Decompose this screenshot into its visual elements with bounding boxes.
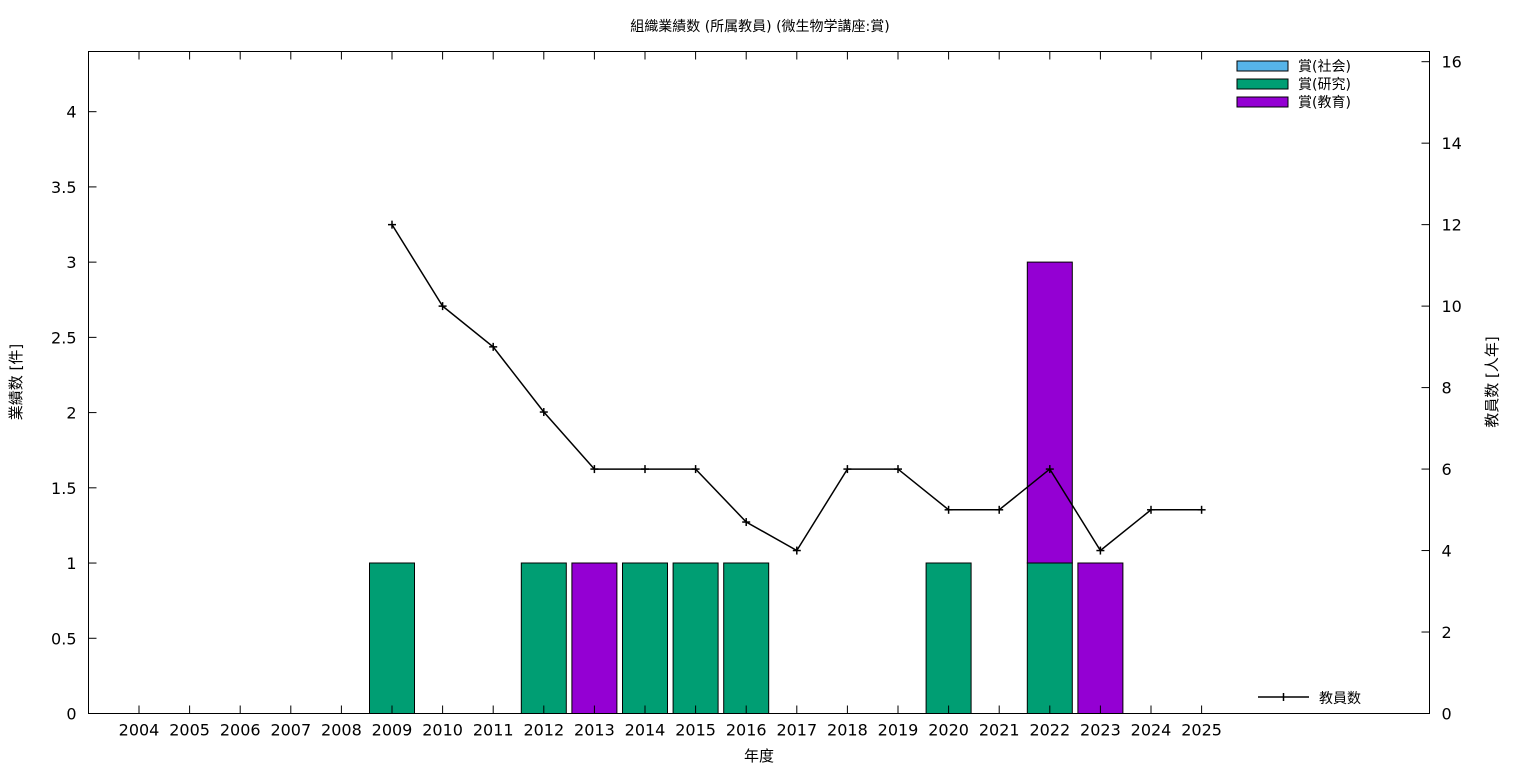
- x-tick-label-2009: 2009: [372, 721, 413, 740]
- y-tick-label-2: 2: [66, 404, 76, 423]
- x-tick-label-2013: 2013: [574, 721, 615, 740]
- line-point-2012: [539, 408, 548, 417]
- y2-tick-label-16: 16: [1442, 53, 1462, 72]
- line-point-2015: [691, 465, 700, 474]
- x-tick-label-2023: 2023: [1080, 721, 1121, 740]
- y-tick-label-2.5: 2.5: [51, 328, 76, 347]
- legend-label-1: 賞(研究): [1298, 77, 1351, 93]
- legend-swatch-2: [1236, 96, 1289, 108]
- bar-2016-series-1: [723, 562, 770, 714]
- x-tick-label-2017: 2017: [776, 721, 817, 740]
- line-point-2024: [1147, 505, 1155, 514]
- y-tick-label-0.5: 0.5: [51, 629, 76, 648]
- line-point-2013: [590, 465, 599, 474]
- y2-tick-label-8: 8: [1442, 379, 1452, 398]
- legend-label-0: 賞(社会): [1298, 59, 1351, 75]
- y-tick-label-4: 4: [66, 103, 76, 122]
- x-tick-label-2019: 2019: [878, 721, 919, 740]
- y-tick-label-1.5: 1.5: [51, 479, 76, 498]
- line-point-2018: [843, 465, 852, 474]
- line-point-2020: [944, 505, 953, 514]
- y2-tick-label-0: 0: [1442, 705, 1452, 724]
- x-tick-label-2012: 2012: [523, 721, 564, 740]
- line-point-2022: [1045, 465, 1054, 474]
- y-axis-title: 業績数 [件]: [7, 344, 25, 420]
- x-tick-label-2014: 2014: [625, 721, 666, 740]
- y2-tick-label-10: 10: [1442, 297, 1462, 316]
- line-point-2021: [995, 505, 1004, 514]
- y2-tick-label-4: 4: [1442, 542, 1452, 561]
- y2-tick-label-12: 12: [1442, 216, 1462, 235]
- line-point-2023: [1096, 546, 1105, 555]
- plot-frame: [88, 51, 1430, 714]
- x-tick-label-2011: 2011: [473, 721, 514, 740]
- line-point-2017: [792, 546, 801, 555]
- line-point-2011: [489, 342, 498, 351]
- bar-2014-series-1: [622, 562, 668, 714]
- x-tick-label-2007: 2007: [270, 721, 311, 740]
- x-tick-label-2006: 2006: [220, 721, 261, 740]
- line-point-2019: [894, 465, 902, 474]
- bar-2020-series-1: [925, 562, 972, 714]
- x-tick-label-2025: 2025: [1181, 721, 1222, 740]
- y2-tick-label-2: 2: [1442, 623, 1452, 642]
- line-point-2009: [388, 220, 396, 229]
- legend-line-label: 教員数: [1319, 691, 1361, 707]
- line-point-2025: [1197, 505, 1206, 514]
- bar-2012-series-1: [520, 562, 567, 714]
- x-tick-label-2020: 2020: [928, 721, 969, 740]
- bar-2022-series-1: [1026, 562, 1073, 714]
- x-tick-label-2016: 2016: [726, 721, 767, 740]
- line-layer: [388, 220, 1206, 555]
- line-teachers: [391, 224, 1202, 552]
- x-tick-label-2015: 2015: [675, 721, 716, 740]
- bar-2009-series-1: [369, 562, 415, 714]
- bar-2013-series-2: [571, 562, 618, 714]
- x-tick-label-2021: 2021: [979, 721, 1020, 740]
- legend-swatch-0: [1236, 60, 1289, 72]
- y-tick-label-3: 3: [66, 253, 76, 272]
- x-axis-title: 年度: [744, 747, 774, 765]
- y-tick-label-0: 0: [66, 705, 76, 724]
- chart-title: 組織業績数 (所属教員) (微生物学講座:賞): [630, 19, 889, 35]
- bar-2015-series-1: [672, 562, 719, 714]
- y2-axis-title: 教員数 [人年]: [1483, 336, 1501, 427]
- legend: 賞(社会) 賞(研究) 賞(教育) 教員数: [1236, 59, 1361, 707]
- legend-swatch-1: [1236, 78, 1289, 90]
- x-tick-label-2005: 2005: [169, 721, 210, 740]
- line-point-2014: [641, 465, 649, 474]
- y-tick-label-1: 1: [66, 554, 76, 573]
- y-tick-label-3.5: 3.5: [51, 178, 76, 197]
- x-tick-label-2008: 2008: [321, 721, 362, 740]
- legend-label-2: 賞(教育): [1298, 95, 1351, 111]
- bars-layer: [369, 261, 1124, 714]
- bar-2023-series-2: [1077, 562, 1124, 714]
- line-point-2010: [438, 302, 447, 311]
- x-tick-label-2010: 2010: [422, 721, 463, 740]
- x-tick-label-2024: 2024: [1131, 721, 1172, 740]
- x-tick-label-2018: 2018: [827, 721, 868, 740]
- x-tick-label-2022: 2022: [1029, 721, 1070, 740]
- x-tick-label-2004: 2004: [119, 721, 160, 740]
- axes-layer: 0 0.5 1 1.5 2 2.5 3 3.5 4 0 2 4 6 8 10 12 14 16 2004 2005 20…: [51, 51, 1462, 740]
- y2-tick-label-14: 14: [1442, 134, 1462, 153]
- bar-2022-series-2: [1026, 261, 1073, 564]
- line-point-2016: [742, 518, 751, 527]
- y2-tick-label-6: 6: [1442, 460, 1452, 479]
